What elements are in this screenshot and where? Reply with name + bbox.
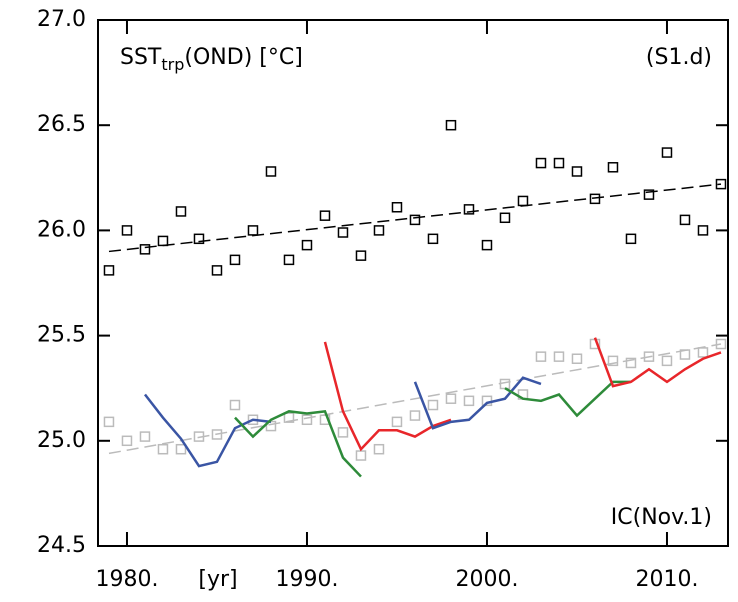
marker [463,204,475,215]
marker [103,265,115,276]
line [143,393,272,468]
marker [661,355,673,367]
marker [355,250,367,261]
marker [283,254,295,266]
marker [499,212,511,224]
marker [499,378,511,390]
marker [373,225,385,236]
marker [463,395,475,407]
x-tick-label: 2000. [455,567,518,592]
y-tick-label: 26.5 [37,112,86,137]
marker [175,443,187,455]
y-tick-label: 26.0 [37,217,86,242]
trend-line [108,343,722,455]
marker [229,254,241,266]
marker [373,443,385,455]
line [504,380,631,418]
marker [121,435,133,447]
marker [427,399,439,411]
marker [409,410,421,421]
marker [679,214,691,226]
marker [715,338,727,350]
line [413,376,542,430]
line [593,337,722,388]
marker [229,399,241,411]
plot-frame [97,19,729,547]
chart-title: SSTtrp(OND) [°C] [120,45,303,74]
marker [193,233,205,245]
marker [211,265,223,276]
x-tick-label: 1990. [275,567,338,592]
marker [247,225,259,236]
marker [553,351,565,362]
title-rest: (OND) [°C] [184,45,302,70]
marker [697,225,709,236]
marker [715,178,727,190]
marker [427,233,439,245]
marker [157,235,169,247]
marker [139,244,151,255]
marker [175,206,187,217]
y-tick-label: 27.0 [37,7,86,32]
marker [571,353,583,364]
y-tick-label: 25.5 [37,323,86,348]
marker [535,157,547,169]
marker [589,193,601,205]
marker [265,166,277,177]
y-tick-label: 25.0 [37,428,86,453]
marker [337,227,349,238]
marker [103,416,115,428]
marker [283,412,295,423]
marker [445,119,457,131]
title-subscript: trp [161,55,184,74]
marker [139,431,151,442]
marker [301,414,313,426]
marker [625,357,637,369]
marker [121,225,133,236]
marker [607,162,619,173]
panel-label: (S1.d) [646,45,712,70]
marker [409,214,421,226]
marker [607,355,619,367]
marker [535,351,547,362]
marker [661,147,673,158]
marker [625,233,637,245]
marker [643,189,655,200]
marker [157,443,169,455]
marker [391,202,403,213]
marker [391,416,403,428]
marker [643,351,655,362]
x-axis-label: [yr] [198,567,237,592]
line [323,341,452,452]
x-tick-label: 2010. [635,567,698,592]
marker [337,427,349,438]
marker [481,239,493,251]
annotation: IC(Nov.1) [611,505,712,530]
marker [211,429,223,440]
y-tick-label: 24.5 [37,533,86,558]
marker [445,393,457,404]
marker [553,157,565,169]
title-main: SST [120,45,162,70]
marker [301,239,313,251]
trend-line [108,183,722,253]
marker [517,195,529,207]
marker [319,210,331,221]
marker [697,347,709,358]
marker [571,166,583,177]
marker [355,450,367,461]
x-tick-label: 1980. [95,567,158,592]
line [234,409,362,478]
